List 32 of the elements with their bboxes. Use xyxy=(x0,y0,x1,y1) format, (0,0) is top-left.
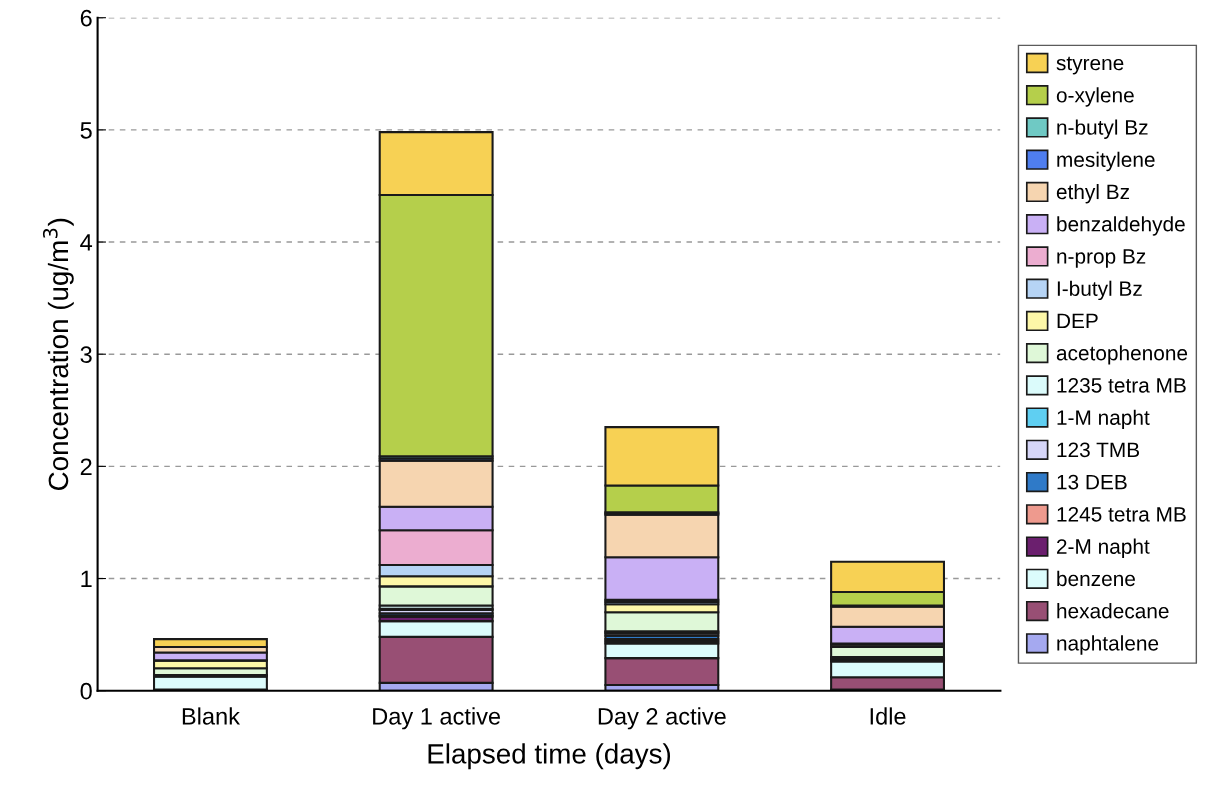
legend-label: hexadecane xyxy=(1057,603,1169,619)
legend-label: benzaldehyde xyxy=(1057,216,1185,236)
legend-label: 1235 tetra MB xyxy=(1057,377,1186,393)
x-tick-label: Blank xyxy=(182,707,241,725)
legend-label: acetophenone xyxy=(1056,345,1188,365)
legend-label: n-butyl Bz xyxy=(1057,119,1148,139)
legend-label: n-prop Bz xyxy=(1057,249,1146,268)
legend-label: 1-M napht xyxy=(1057,409,1150,430)
x-tick-label: Idle xyxy=(870,707,906,725)
legend-label: 13 DEB xyxy=(1057,474,1127,490)
legend-label: DEP xyxy=(1057,313,1098,329)
legend-label: 123 TMB xyxy=(1057,442,1140,458)
legend-label: I-butyl Bz xyxy=(1057,280,1142,301)
legend-label: 1245 tetra MB xyxy=(1057,506,1186,522)
y-tick-label: 2 xyxy=(80,458,92,475)
y-tick-label: 4 xyxy=(80,234,93,251)
x-tick-label: Day 2 active xyxy=(598,707,726,730)
legend-label: benzene xyxy=(1057,570,1135,587)
y-tick-label: 1 xyxy=(81,570,92,588)
y-tick-label: 0 xyxy=(80,682,92,700)
y-tick-label: 5 xyxy=(80,122,92,139)
x-tick-label: Day 1 active xyxy=(373,707,501,730)
x-axis-title: Elapsed time (days) xyxy=(428,743,671,770)
legend-label: mesitylene xyxy=(1057,151,1155,172)
y-tick-label: 3 xyxy=(80,346,92,363)
legend-label: o-xylene xyxy=(1056,87,1134,107)
legend-label: naphtalene xyxy=(1057,635,1159,655)
legend-label: styrene xyxy=(1056,56,1124,75)
legend-label: ethyl Bz xyxy=(1056,183,1130,204)
y-axis-title: Concentration (ug/m$^{3}$) xyxy=(42,218,74,491)
legend-label: 2-M napht xyxy=(1057,538,1150,559)
y-tick-label: 6 xyxy=(80,9,92,27)
